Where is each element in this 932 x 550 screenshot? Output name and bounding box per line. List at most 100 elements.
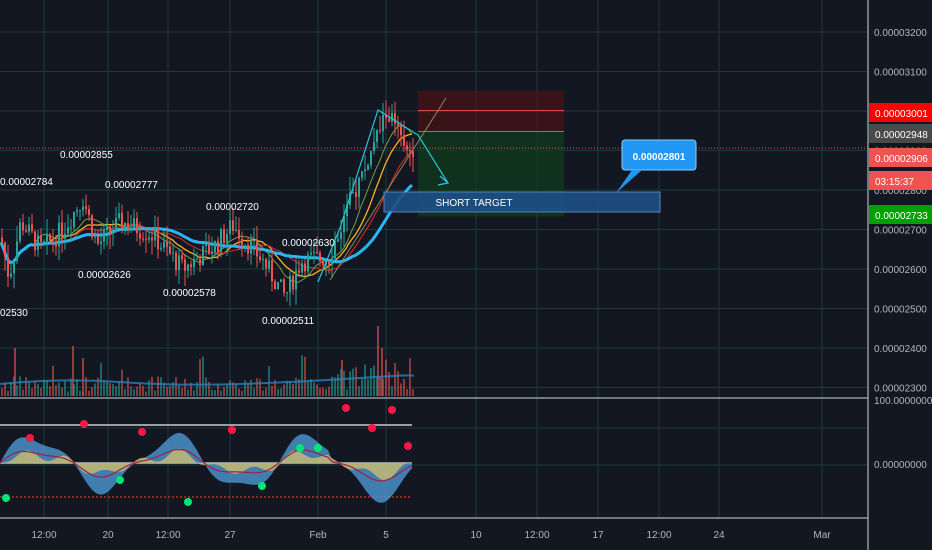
volume-bar	[19, 376, 21, 396]
volume-bar	[202, 356, 204, 396]
osc-signal-dot	[184, 498, 192, 506]
candle-body	[208, 244, 210, 254]
candle-body	[124, 222, 126, 229]
candle-body	[319, 252, 321, 262]
price-badge	[869, 171, 932, 190]
candle-body	[91, 215, 93, 238]
candle-body	[10, 273, 12, 277]
candle-body	[226, 234, 228, 244]
volume-bar	[349, 371, 351, 396]
osc-signal-dot	[116, 476, 124, 484]
candle-body	[379, 130, 381, 132]
x-tick-label-11: Mar	[813, 530, 831, 541]
osc-signal-dot	[314, 444, 322, 452]
price-badge	[869, 103, 932, 122]
candle-body	[40, 235, 42, 242]
volume-bar	[157, 376, 159, 396]
volume-bar	[250, 379, 252, 396]
candle-body	[76, 210, 78, 213]
extrema-label: 0.00002630	[282, 238, 335, 249]
y-tick-label-7: 0.00002500	[874, 305, 927, 316]
x-tick-label-1: 20	[102, 530, 114, 541]
volume-bar	[22, 389, 24, 396]
volume-bar	[25, 377, 27, 396]
osc-signal-dot	[368, 424, 376, 432]
candle-body	[154, 228, 156, 241]
volume-bar	[361, 379, 363, 396]
y-tick-label-9: 0.00002300	[874, 384, 927, 395]
candle-body	[376, 130, 378, 142]
candle-body	[70, 227, 72, 229]
volume-bar	[160, 377, 162, 396]
volume-bar	[43, 379, 45, 396]
volume-bar	[244, 380, 246, 396]
indicator-tick-label: 0.00000000	[874, 460, 927, 471]
price-badge	[869, 124, 932, 143]
volume-bar	[145, 391, 147, 396]
volume-bar	[72, 346, 74, 396]
volume-bar	[238, 388, 240, 396]
volume-bar	[232, 382, 234, 396]
volume-bar	[341, 360, 343, 396]
candle-body	[352, 192, 354, 194]
candle-body	[280, 279, 282, 282]
candle-body	[16, 241, 18, 261]
extrema-label: 0.00002720	[206, 202, 259, 213]
volume-bar	[403, 378, 405, 396]
x-tick-label-10: 24	[713, 530, 725, 541]
price-badge-label: 03:15:37	[875, 177, 914, 188]
volume-bar	[385, 359, 387, 396]
extrema-label: 0.00002855	[60, 150, 113, 161]
extrema-label: 0.00002626	[78, 270, 131, 281]
volume-bar	[28, 382, 30, 396]
volume-bar	[70, 378, 72, 396]
extrema-label: 0.00002784	[0, 177, 53, 188]
candle-body	[214, 240, 216, 252]
candle-body	[232, 220, 234, 231]
candle-body	[235, 229, 237, 231]
short-target-box	[383, 191, 661, 213]
candle-body	[220, 229, 222, 252]
osc-signal-dot	[404, 442, 412, 450]
volume-bar	[100, 362, 102, 396]
volume-bar	[103, 380, 105, 396]
volume-bar	[280, 388, 282, 396]
osc-signal-line	[0, 448, 413, 482]
candle-body	[109, 226, 111, 234]
candle-body	[286, 292, 288, 294]
volume-bar	[211, 389, 213, 396]
volume-bar	[46, 380, 48, 396]
candle-body	[4, 242, 6, 258]
candle-body	[274, 281, 276, 290]
candle-body	[73, 212, 75, 228]
volume-bar	[175, 377, 177, 396]
volume-bar	[172, 382, 174, 396]
candle-body	[130, 227, 132, 231]
volume-bar	[304, 356, 306, 396]
volume-bar	[169, 385, 171, 396]
volume-bar	[253, 388, 255, 396]
candle-body	[340, 232, 342, 239]
candle-body	[334, 241, 336, 259]
volume-bar	[166, 386, 168, 396]
x-tick-label-3: 27	[224, 530, 236, 541]
drawings: SHORT TARGET	[317, 97, 661, 283]
candle-body	[364, 169, 366, 172]
candle-body	[28, 224, 30, 232]
volume-bar	[154, 390, 156, 396]
candle-body	[295, 270, 297, 290]
candle-body	[277, 281, 279, 290]
candle-body	[184, 259, 186, 271]
volume-bar	[394, 362, 396, 396]
extrema-labels: 0.00002784 0.00002855 0.00002777 0.00002720…	[0, 150, 335, 327]
candle-body	[397, 123, 399, 126]
volume-bar	[208, 381, 210, 396]
volume-bar	[256, 378, 258, 396]
volume-ma-line	[0, 374, 414, 386]
candle-body	[370, 151, 372, 166]
candle-body	[205, 244, 207, 247]
volume-bar	[193, 390, 195, 396]
volume-bar	[271, 385, 273, 396]
candle-body	[268, 260, 270, 269]
